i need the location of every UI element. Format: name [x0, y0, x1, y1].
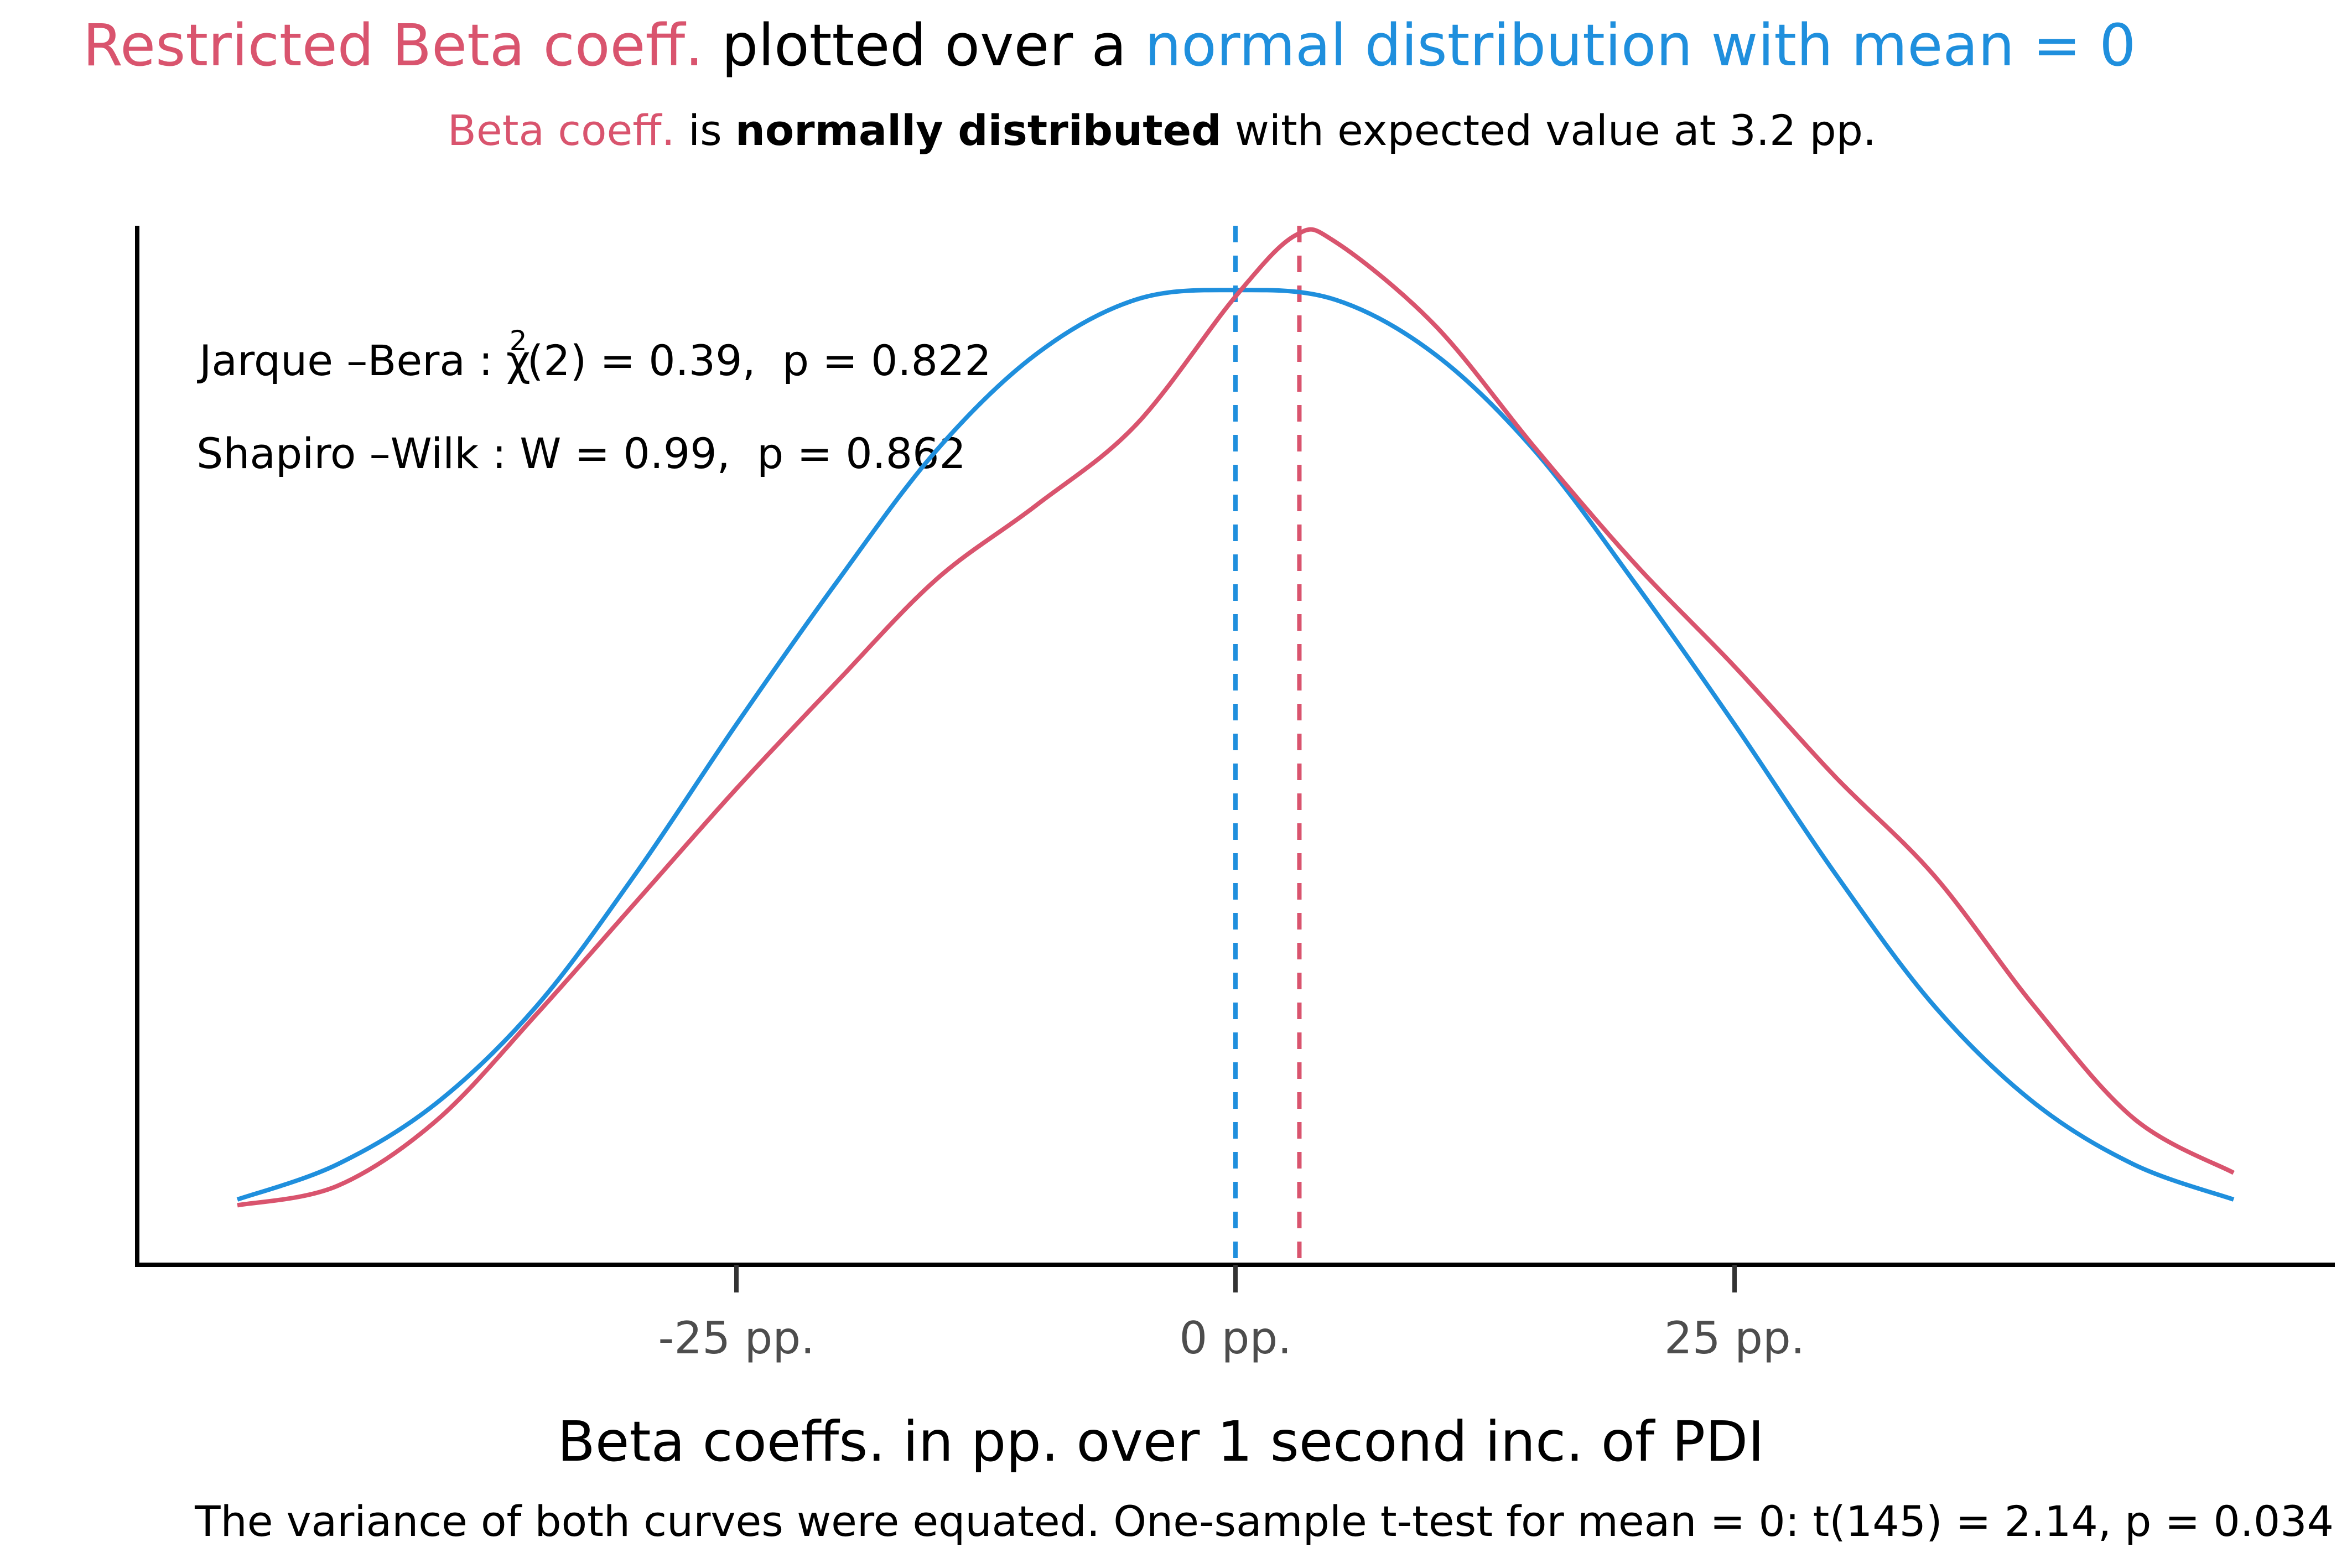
- jarque-bera-annotation: Jarque –Bera : χ2(2) = 0.39, p = 0.822: [197, 325, 991, 385]
- jb-superscript: 2: [510, 325, 527, 357]
- chart-caption: The variance of both curves were equated…: [194, 1497, 2334, 1546]
- reference-lines: [1233, 226, 1302, 1264]
- subtitle-beta-part: Beta coeff.: [448, 106, 675, 155]
- jb-chi: χ: [506, 336, 531, 385]
- density-curves: [236, 227, 2235, 1208]
- x-axis-ticks: -25 pp. 0 pp. 25 pp.: [658, 1265, 1805, 1364]
- subtitle-is-part: is: [675, 106, 735, 155]
- x-tick-label: -25 pp.: [658, 1312, 814, 1364]
- jb-rest: (2) = 0.39, p = 0.822: [527, 336, 991, 385]
- title-middle-part: plotted over a: [703, 12, 1145, 79]
- x-tick-label: 25 pp.: [1664, 1312, 1805, 1364]
- x-axis-title: Beta coeffs. in pp. over 1 second inc. o…: [557, 1409, 1764, 1474]
- jb-label: Jarque –Bera :: [197, 336, 506, 385]
- beta-density-curve: [237, 227, 2235, 1208]
- title-normal-part: normal distribution with mean = 0: [1145, 12, 2136, 79]
- x-tick-label: 0 pp.: [1179, 1312, 1291, 1364]
- normal-density-curve: [236, 288, 2235, 1202]
- subtitle-bold-part: normally distributed: [735, 106, 1222, 155]
- title-beta-part: Restricted Beta coeff.: [83, 12, 704, 79]
- shapiro-wilk-annotation: Shapiro –Wilk : W = 0.99, p = 0.862: [196, 429, 966, 478]
- subtitle-rest-part: with expected value at 3.2 pp.: [1222, 106, 1877, 155]
- chart-subtitle: Beta coeff. is normally distributed with…: [448, 106, 1876, 155]
- chart-title: Restricted Beta coeff. plotted over a no…: [83, 12, 2136, 79]
